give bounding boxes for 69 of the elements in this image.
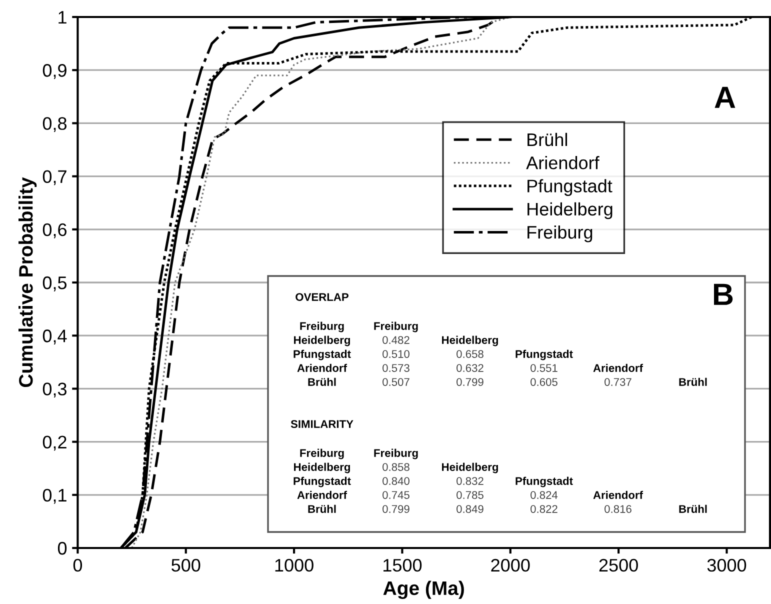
annotation: 0.832 [456, 477, 484, 485]
annotation: A [714, 86, 736, 108]
annotation: 0.482 [382, 336, 410, 344]
y-tick-label: 0,4 [42, 330, 67, 344]
annotation: 0.849 [456, 505, 484, 513]
annotation: Brühl [308, 378, 336, 386]
x-axis-title: Age (Ma) [383, 580, 464, 600]
annotation: 0.632 [456, 364, 484, 372]
annotation: Pfungstadt [516, 350, 573, 360]
annotation: 0.824 [530, 491, 558, 499]
annotation: Freiburg [300, 322, 344, 332]
annotation: Heidelberg [294, 336, 350, 346]
annotation: OVERLAP [296, 293, 348, 301]
annotation: Brühl [679, 504, 707, 513]
annotation: Brühl [308, 504, 336, 513]
y-tick-label: 0,3 [42, 382, 66, 398]
annotation: 0.799 [456, 378, 484, 386]
annotation: 0.822 [530, 505, 558, 513]
annotation: 0.745 [382, 491, 410, 499]
annotation: Ariendorf [593, 490, 644, 499]
legend-label: Brühl [528, 132, 568, 146]
y-tick-label: 0,6 [42, 223, 66, 238]
annotation: Pfungstadt [294, 476, 351, 488]
annotation: Freiburg [374, 322, 418, 332]
annotation: 0.816 [604, 505, 632, 513]
legend-label: Freiburg [528, 225, 592, 242]
annotation: Ariendorf [593, 364, 644, 372]
annotation: Pfungstadt [516, 476, 573, 488]
y-tick-label: 1 [58, 11, 66, 24]
y-tick-label: 0,5 [42, 276, 67, 292]
annotation: Heidelberg [294, 462, 350, 474]
annotation: Heidelberg [442, 336, 498, 346]
annotation: 0.799 [382, 505, 410, 513]
annotation: Brühl [679, 378, 707, 386]
x-tick-label: 2500 [599, 558, 638, 572]
x-tick-label: 3000 [707, 558, 746, 572]
y-tick-label: 0,2 [42, 436, 66, 451]
annotation: 0.737 [604, 378, 632, 386]
y-tick-label: 0,9 [42, 64, 66, 79]
annotation: 0.785 [456, 491, 484, 499]
legend-label: Heidelberg [528, 202, 612, 220]
x-tick-label: 500 [172, 558, 200, 572]
annotation: Pfungstadt [294, 350, 351, 360]
x-tick-label: 1500 [384, 558, 422, 572]
annotation: 0.510 [382, 350, 410, 358]
y-tick-label: 0 [58, 542, 67, 555]
annotation: Ariendorf [297, 364, 348, 372]
x-tick-label: 0 [73, 558, 82, 572]
x-tick-label: 2000 [491, 558, 530, 572]
legend-label: Ariendorf [526, 156, 600, 170]
y-tick-label: 0,1 [42, 488, 66, 504]
annotation: 0.658 [456, 350, 484, 358]
annotation: 0.858 [382, 463, 410, 471]
annotation: B [714, 284, 733, 305]
annotation: Heidelberg [442, 462, 498, 474]
y-tick-label: 0,7 [42, 170, 66, 186]
annotation: Freiburg [374, 448, 418, 460]
legend-label: Pfungstadt [528, 179, 612, 196]
annotation: SIMILARITY [290, 420, 354, 428]
annotation: Freiburg [300, 448, 344, 460]
annotation: 0.840 [382, 477, 410, 485]
annotation: 0.551 [530, 364, 558, 372]
annotation: Ariendorf [297, 490, 348, 499]
y-axis-title: Cumulative Probability [18, 177, 37, 388]
annotation: 0.573 [382, 364, 410, 372]
y-tick-label: 0,8 [42, 117, 66, 132]
x-tick-label: 1000 [275, 558, 314, 572]
annotation: 0.605 [530, 378, 558, 386]
annotation: 0.507 [382, 378, 410, 386]
